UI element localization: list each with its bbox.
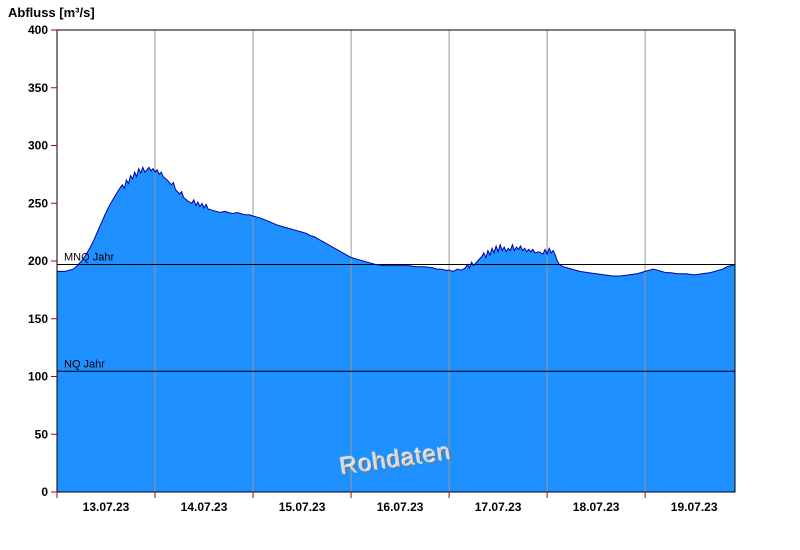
y-axis-label: 150 (28, 312, 48, 326)
x-axis-date-label: 17.07.23 (475, 500, 522, 514)
y-axis-label: 300 (28, 139, 48, 153)
y-axis-label: 50 (35, 427, 49, 441)
x-axis-date-label: 16.07.23 (377, 500, 424, 514)
y-axis-label: 200 (28, 254, 48, 268)
reference-line-label: NQ Jahr (64, 358, 105, 370)
x-axis-date-label: 18.07.23 (573, 500, 620, 514)
x-axis-date-label: 14.07.23 (181, 500, 228, 514)
discharge-area-fill (57, 167, 735, 492)
reference-line-label: MNQ Jahr (64, 251, 114, 263)
y-axis-label: 350 (28, 81, 48, 95)
y-axis-label: 400 (28, 23, 48, 37)
y-axis-label: 250 (28, 196, 48, 210)
x-axis-date-label: 19.07.23 (671, 500, 718, 514)
y-axis-label: 100 (28, 370, 48, 384)
y-axis-label: 0 (41, 485, 48, 499)
x-axis-date-label: 13.07.23 (83, 500, 130, 514)
x-axis-date-label: 15.07.23 (279, 500, 326, 514)
chart-title: Abfluss [m³/s] (8, 5, 95, 20)
discharge-line (57, 166, 736, 277)
